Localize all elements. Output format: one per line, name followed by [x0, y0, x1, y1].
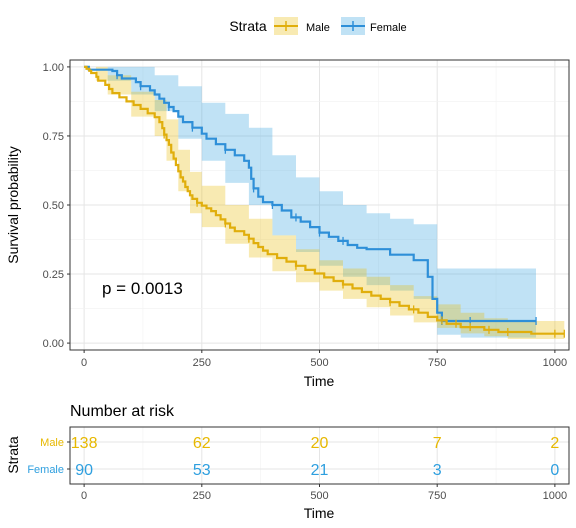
y-tick-label: 0.50: [43, 200, 64, 212]
risk-table-x-label: Time: [304, 505, 335, 521]
risk-row-label-male: Male: [40, 437, 64, 449]
risk-table-row-labels: Male Female: [27, 437, 70, 476]
risk-value-female: 21: [311, 462, 329, 479]
risk-x-tick-label: 250: [193, 490, 211, 502]
risk-value-female: 90: [75, 462, 93, 479]
survival-plot: 0.00 0.25 0.50 0.75 1.00 0 250 500 750 1000 p = …: [5, 59, 570, 389]
survival-curves: [84, 65, 565, 335]
y-tick-label: 1.00: [43, 62, 64, 74]
risk-value-male: 62: [193, 435, 211, 452]
x-axis-label: Time: [304, 373, 335, 389]
survival-curve-male: [84, 65, 565, 335]
risk-x-tick-label: 750: [428, 490, 446, 502]
risk-table-values: 138 62 20 7 2 90 53 21 3 0: [71, 435, 560, 479]
risk-value-female: 3: [433, 462, 442, 479]
legend-label-male: Male: [306, 22, 330, 34]
confidence-bands: [84, 66, 565, 340]
risk-value-male: 138: [71, 435, 98, 452]
legend-item-male: Male: [274, 17, 330, 35]
legend: Strata Male Female: [229, 17, 407, 35]
confidence-band-female: [84, 66, 536, 338]
y-tick-label: 0.25: [43, 269, 64, 281]
risk-value-male: 7: [433, 435, 442, 452]
x-tick-label: 750: [428, 357, 446, 369]
risk-x-tick-label: 1000: [543, 490, 567, 502]
risk-row-label-female: Female: [27, 464, 64, 476]
y-tick-label: 0.00: [43, 338, 64, 350]
risk-value-female: 53: [193, 462, 211, 479]
risk-table-gridlines: [70, 427, 569, 484]
x-tick-label: 250: [193, 357, 211, 369]
y-axis-ticks: 0.00 0.25 0.50 0.75 1.00: [43, 62, 70, 350]
x-axis-ticks: 0 250 500 750 1000: [81, 350, 567, 369]
risk-table-y-label: Strata: [5, 436, 21, 474]
x-tick-label: 0: [81, 357, 87, 369]
p-value-annotation: p = 0.0013: [102, 279, 183, 298]
x-tick-label: 500: [310, 357, 328, 369]
confidence-band-male: [84, 66, 565, 340]
survival-curve-female: [84, 65, 536, 323]
legend-title: Strata: [229, 18, 267, 34]
risk-value-female: 0: [550, 462, 559, 479]
risk-table: Number at risk Male Female 138 62 20 7 2 90 53 2…: [5, 403, 570, 521]
x-tick-label: 1000: [543, 357, 567, 369]
risk-value-male: 20: [311, 435, 329, 452]
y-tick-label: 0.75: [43, 131, 64, 143]
censor-marks: [116, 71, 565, 338]
y-axis-label: Survival probability: [5, 146, 21, 264]
risk-x-tick-label: 500: [310, 490, 328, 502]
risk-value-male: 2: [550, 435, 559, 452]
risk-x-tick-label: 0: [81, 490, 87, 502]
legend-item-female: Female: [341, 17, 407, 35]
risk-table-title: Number at risk: [70, 403, 175, 420]
legend-label-female: Female: [370, 22, 407, 34]
risk-table-x-ticks: 0 250 500 750 1000: [81, 484, 567, 502]
